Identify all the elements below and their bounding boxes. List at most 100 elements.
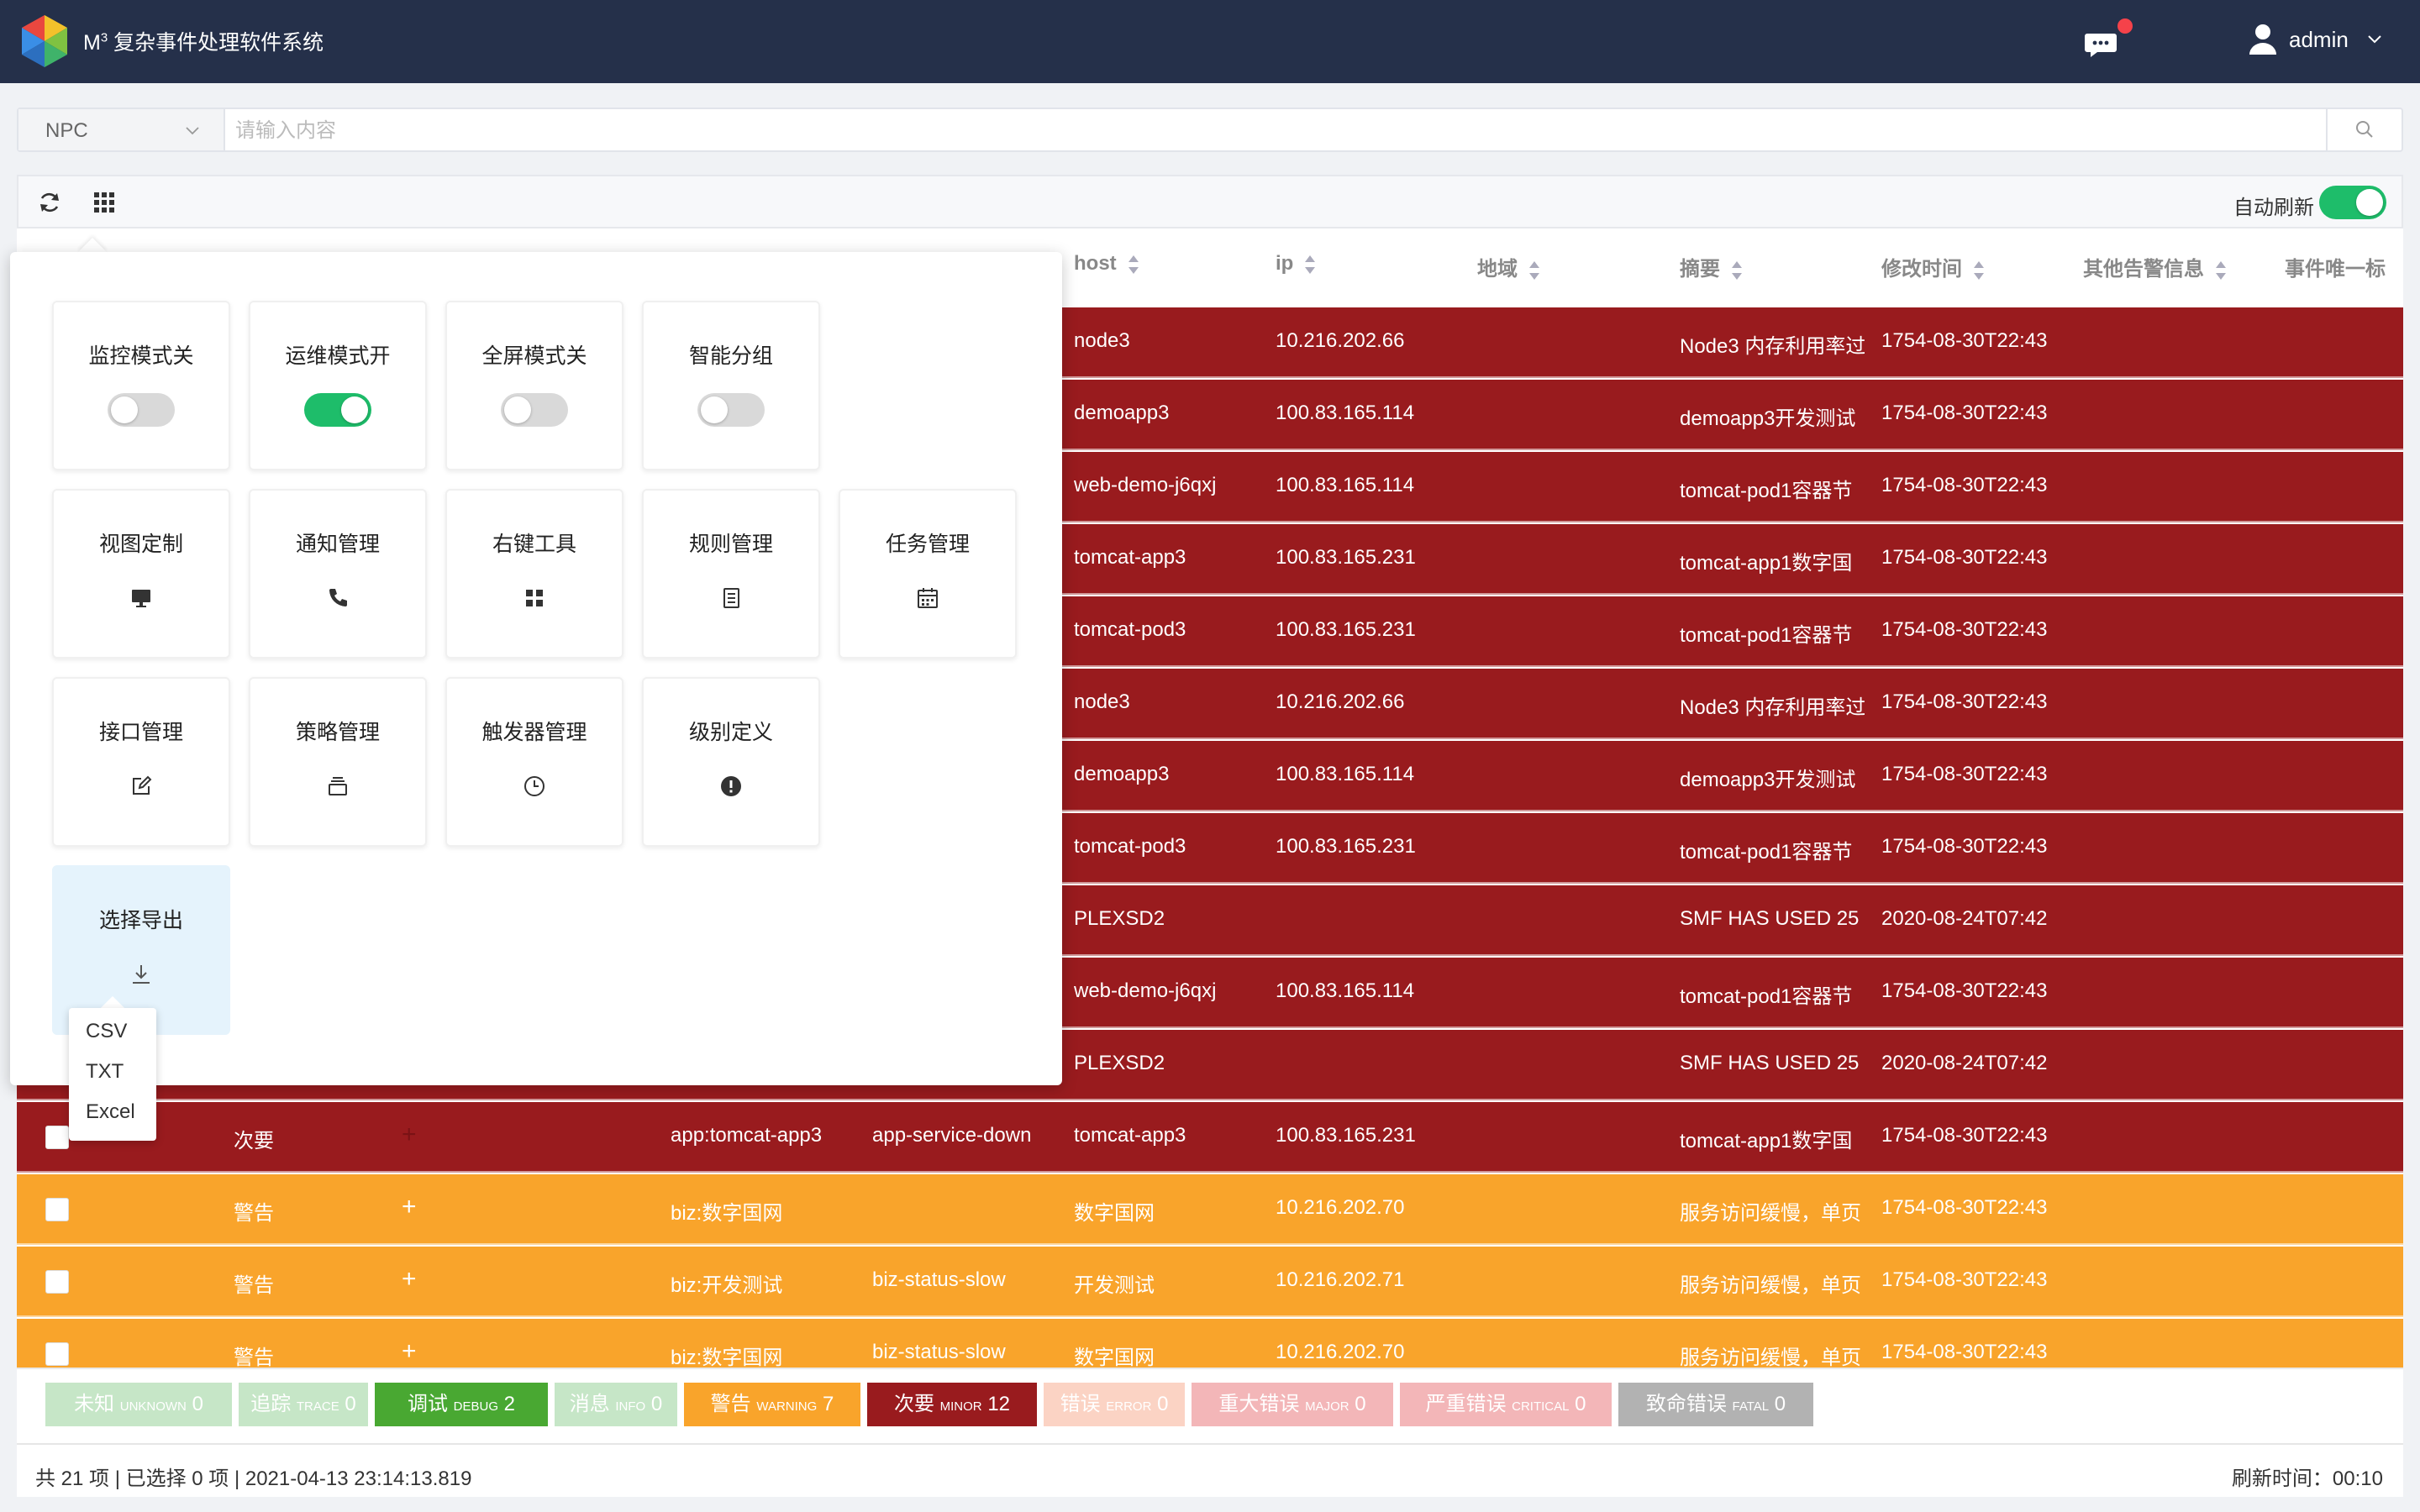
column-header[interactable]: 事件唯一标 bbox=[2285, 252, 2386, 281]
search-type-select[interactable]: NPC bbox=[18, 109, 225, 150]
severity-code: FATAL bbox=[1732, 1399, 1770, 1414]
mode-toggle[interactable] bbox=[304, 393, 371, 427]
sort-icon[interactable] bbox=[1730, 260, 1744, 281]
expand-icon[interactable]: + bbox=[402, 1337, 417, 1365]
severity-major[interactable]: 重大错误 MAJOR 0 bbox=[1192, 1383, 1393, 1426]
tile-label: 任务管理 bbox=[885, 533, 970, 556]
severity-unknown[interactable]: 未知 UNKNOWN 0 bbox=[45, 1383, 232, 1426]
cell-host: node3 bbox=[1074, 329, 1130, 352]
sort-icon[interactable] bbox=[1972, 260, 1986, 281]
tile-tool-10[interactable]: 选择导出 bbox=[52, 865, 230, 1035]
cell-summary: demoapp3开发测试 bbox=[1680, 407, 1856, 430]
severity-code: WARNING bbox=[756, 1399, 818, 1414]
table-row[interactable]: + 警告 biz:开发测试 biz-status-slow 开发测试 10.216.202… bbox=[17, 1247, 2403, 1317]
column-header[interactable]: host bbox=[1074, 252, 1140, 276]
severity-debug[interactable]: 调试 DEBUG 2 bbox=[375, 1383, 548, 1426]
tile-toggle-2[interactable]: 运维模式开 bbox=[249, 301, 427, 470]
user-icon[interactable] bbox=[2249, 24, 2277, 55]
column-header[interactable]: 摘要 bbox=[1680, 252, 1744, 281]
tile-tool-6[interactable]: 接口管理 bbox=[52, 677, 230, 847]
mode-toggle[interactable] bbox=[697, 393, 765, 427]
column-header[interactable]: 修改时间 bbox=[1881, 252, 1986, 281]
cell-level: 警告 bbox=[234, 1202, 274, 1225]
severity-fatal[interactable]: 致命错误 FATAL 0 bbox=[1618, 1383, 1813, 1426]
tile-body bbox=[250, 391, 425, 428]
tile-toggle-1[interactable]: 监控模式关 bbox=[52, 301, 230, 470]
severity-count: 2 bbox=[503, 1393, 516, 1415]
auto-refresh-toggle[interactable] bbox=[2319, 186, 2386, 219]
chevron-down-icon[interactable] bbox=[2365, 29, 2385, 49]
expand-icon[interactable]: + bbox=[402, 1121, 417, 1148]
export-option[interactable]: Excel bbox=[86, 1100, 135, 1123]
refresh-icon[interactable] bbox=[37, 190, 62, 215]
severity-error[interactable]: 错误 ERROR 0 bbox=[1044, 1383, 1185, 1426]
tile-tool-4[interactable]: 规则管理 bbox=[642, 489, 820, 659]
cell-summary: tomcat-app1数字国 bbox=[1680, 1130, 1853, 1152]
sort-icon[interactable] bbox=[1127, 254, 1140, 276]
tile-tool-3[interactable]: 右键工具 bbox=[445, 489, 623, 659]
severity-info[interactable]: 消息 INFO 0 bbox=[555, 1383, 677, 1426]
column-header[interactable]: 地域 bbox=[1477, 252, 1541, 281]
tile-tool-8[interactable]: 触发器管理 bbox=[445, 677, 623, 847]
username[interactable]: admin bbox=[2289, 27, 2349, 52]
expand-icon[interactable]: + bbox=[402, 1193, 417, 1221]
row-checkbox[interactable] bbox=[45, 1342, 69, 1366]
table-toolbar: 自动刷新 bbox=[17, 175, 2403, 228]
cell-time: 1754-08-30T22:43 bbox=[1881, 1341, 2048, 1363]
cell-ip: 100.83.165.231 bbox=[1276, 546, 1416, 569]
tile-tool-1[interactable]: 视图定制 bbox=[52, 489, 230, 659]
grid-menu-icon[interactable] bbox=[92, 191, 116, 214]
refresh-time: 刷新时间：00:10 bbox=[2231, 1467, 2383, 1490]
tile-tool-2[interactable]: 通知管理 bbox=[249, 489, 427, 659]
sort-icon[interactable] bbox=[2214, 260, 2228, 281]
mode-toggle[interactable] bbox=[501, 393, 568, 427]
export-option[interactable]: TXT bbox=[86, 1060, 124, 1083]
severity-critical[interactable]: 严重错误 CRITICAL 0 bbox=[1400, 1383, 1612, 1426]
table-row[interactable]: + 警告 biz:数字国网 biz-status-slow 数字国网 10.216.202… bbox=[17, 1319, 2403, 1368]
export-option[interactable]: CSV bbox=[86, 1020, 128, 1042]
cell-type: app-service-down bbox=[872, 1124, 1032, 1147]
table-row[interactable]: + 警告 biz:数字国网 数字国网 10.216.202.70 服务访问缓慢，单页 175… bbox=[17, 1174, 2403, 1245]
severity-trace[interactable]: 追踪 TRACE 0 bbox=[239, 1383, 368, 1426]
cell-summary: Node3 内存利用率过 bbox=[1680, 335, 1865, 358]
tile-tool-5[interactable]: 任务管理 bbox=[839, 489, 1017, 659]
cell-time: 1754-08-30T22:43 bbox=[1881, 690, 2048, 713]
message-icon[interactable] bbox=[2084, 29, 2118, 59]
cell-summary: 服务访问缓慢，单页 bbox=[1680, 1202, 1861, 1225]
tile-tool-7[interactable]: 策略管理 bbox=[249, 677, 427, 847]
severity-name: 次要 bbox=[893, 1393, 934, 1415]
tile-toggle-3[interactable]: 全屏模式关 bbox=[445, 301, 623, 470]
tile-body bbox=[840, 580, 1015, 617]
tile-body bbox=[54, 768, 229, 805]
cell-host: PLEXSD2 bbox=[1074, 907, 1165, 930]
search-bar: NPC bbox=[17, 108, 2403, 152]
severity-minor[interactable]: 次要 MINOR 12 bbox=[867, 1383, 1037, 1426]
tile-body bbox=[644, 391, 818, 428]
severity-code: DEBUG bbox=[453, 1399, 498, 1414]
search-input[interactable] bbox=[234, 114, 2312, 147]
severity-count: 12 bbox=[987, 1393, 1011, 1415]
tile-tool-9[interactable]: 级别定义 bbox=[642, 677, 820, 847]
row-checkbox[interactable] bbox=[45, 1198, 69, 1221]
sort-icon[interactable] bbox=[1303, 254, 1317, 276]
cell-ip: 10.216.202.71 bbox=[1276, 1268, 1405, 1291]
cell-level: 次要 bbox=[234, 1130, 274, 1152]
column-header[interactable]: ip bbox=[1276, 252, 1317, 276]
severity-name: 严重错误 bbox=[1425, 1393, 1507, 1415]
expand-icon[interactable]: + bbox=[402, 1265, 417, 1293]
tile-label: 接口管理 bbox=[98, 721, 183, 744]
row-checkbox[interactable] bbox=[45, 1270, 69, 1294]
column-header[interactable]: 其他告警信息 bbox=[2083, 252, 2228, 281]
severity-warning[interactable]: 警告 WARNING 7 bbox=[684, 1383, 860, 1426]
cell-type: biz-status-slow bbox=[872, 1268, 1006, 1291]
table-row[interactable]: + 次要 app:tomcat-app3 app-service-down tomcat… bbox=[17, 1102, 2403, 1173]
sort-icon[interactable] bbox=[1528, 260, 1541, 281]
cell-summary: tomcat-pod1容器节 bbox=[1680, 841, 1853, 864]
search-button[interactable] bbox=[2326, 109, 2403, 150]
row-checkbox[interactable] bbox=[45, 1126, 69, 1149]
column-label: 事件唯一标 bbox=[2285, 258, 2386, 281]
top-bar: M3 复杂事件处理软件系统 admin bbox=[0, 0, 2420, 83]
severity-count: 0 bbox=[345, 1393, 356, 1415]
mode-toggle[interactable] bbox=[108, 393, 175, 427]
tile-toggle-4[interactable]: 智能分组 bbox=[642, 301, 820, 470]
